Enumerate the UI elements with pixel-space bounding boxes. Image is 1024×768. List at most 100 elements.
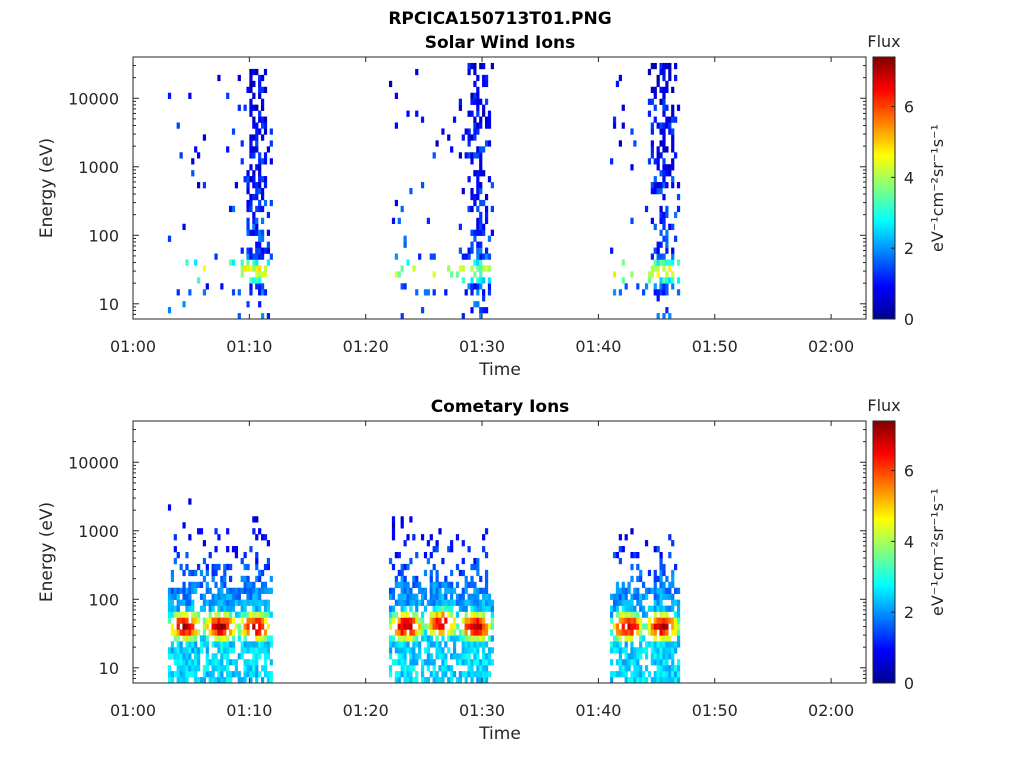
- heatmap-cell: [432, 563, 436, 571]
- heatmap-cell: [403, 611, 407, 618]
- heatmap-cell: [188, 92, 192, 99]
- heatmap-cell: [484, 205, 489, 213]
- heatmap-cell: [252, 122, 256, 129]
- heatmap-cell: [214, 641, 218, 648]
- heatmap-cell: [249, 104, 253, 111]
- heatmap-cell: [473, 116, 477, 123]
- heatmap-cell: [612, 116, 617, 123]
- heatmap-cell: [662, 563, 666, 571]
- heatmap-cell: [249, 265, 253, 272]
- heatmap-cell: [415, 677, 419, 684]
- heatmap-cell: [406, 563, 410, 571]
- heatmap-cell: [461, 653, 465, 660]
- heatmap-cell: [653, 289, 657, 296]
- heatmap-cell: [435, 587, 439, 594]
- heatmap-cell: [255, 599, 259, 606]
- heatmap-cell: [432, 605, 436, 612]
- heatmap-cell: [226, 653, 230, 660]
- heatmap-cell: [484, 593, 489, 600]
- heatmap-cell: [234, 593, 239, 600]
- heatmap-cell: [243, 641, 247, 648]
- heatmap-cell: [464, 659, 468, 666]
- heatmap-cell: [662, 665, 666, 672]
- heatmap-cell: [243, 623, 247, 630]
- heatmap-cell: [676, 659, 681, 666]
- heatmap-cell: [394, 659, 398, 666]
- heatmap-cell: [627, 677, 631, 684]
- heatmap-cell: [668, 653, 672, 660]
- heatmap-cell: [671, 593, 675, 600]
- heatmap-cell: [656, 575, 660, 583]
- heatmap-cell: [429, 534, 433, 541]
- heatmap-cell: [662, 146, 666, 153]
- heatmap-cell: [653, 617, 657, 624]
- heatmap-cell: [412, 647, 416, 654]
- heatmap-cell: [624, 647, 628, 654]
- heatmap-cell: [260, 74, 265, 82]
- heatmap-cell: [188, 659, 192, 666]
- heatmap-cell: [214, 617, 218, 624]
- heatmap-cell: [467, 205, 471, 213]
- heatmap-cell: [182, 659, 186, 666]
- heatmap-cell: [636, 283, 640, 290]
- heatmap-cell: [650, 653, 654, 660]
- heatmap-cell: [403, 587, 407, 594]
- heatmap-cell: [464, 641, 468, 648]
- heatmap-cell: [263, 199, 268, 207]
- heatmap-cell: [633, 140, 637, 147]
- heatmap-cell: [397, 659, 401, 666]
- heatmap-cell: [205, 587, 209, 594]
- heatmap-cell: [214, 528, 218, 535]
- heatmap-cell: [415, 110, 419, 117]
- colorbar-tick-label: 0: [904, 310, 914, 329]
- heatmap-cell: [659, 140, 663, 147]
- heatmap-cell: [263, 671, 268, 678]
- heatmap-cell: [671, 653, 675, 660]
- heatmap-cell: [249, 593, 253, 600]
- heatmap-cell: [452, 617, 457, 624]
- colorbar-bottom-unit: eV⁻¹cm⁻²sr⁻¹s⁻¹: [928, 488, 947, 616]
- heatmap-cell: [479, 587, 483, 594]
- heatmap-cell: [674, 611, 678, 618]
- solar-wind-heatmap: [167, 62, 681, 320]
- heatmap-cell: [249, 98, 253, 105]
- heatmap-cell: [205, 617, 209, 624]
- heatmap-cell: [255, 516, 259, 523]
- heatmap-cell: [656, 641, 660, 648]
- heatmap-cell: [394, 671, 398, 678]
- heatmap-cell: [231, 629, 236, 636]
- heatmap-cell: [627, 653, 631, 660]
- heatmap-cell: [240, 587, 244, 594]
- heatmap-cell: [659, 289, 663, 296]
- solar-wind-xlabel: Time: [478, 360, 521, 380]
- heatmap-cell: [223, 629, 227, 636]
- heatmap-cell: [223, 599, 227, 606]
- heatmap-cell: [170, 671, 175, 678]
- heatmap-cell: [258, 241, 262, 248]
- heatmap-cell: [188, 498, 192, 505]
- heatmap-cell: [470, 575, 474, 583]
- heatmap-cell: [211, 563, 215, 571]
- heatmap-cell: [461, 253, 465, 260]
- heatmap-cell: [630, 617, 634, 624]
- heatmap-cell: [612, 271, 617, 278]
- heatmap-cell: [403, 575, 407, 583]
- heatmap-cell: [479, 665, 483, 672]
- heatmap-cell: [473, 593, 477, 600]
- heatmap-cell: [217, 74, 221, 82]
- heatmap-cell: [464, 677, 468, 684]
- heatmap-cell: [400, 653, 404, 660]
- heatmap-cell: [438, 653, 442, 660]
- heatmap-cell: [467, 617, 471, 624]
- heatmap-cell: [211, 617, 215, 624]
- heatmap-cell: [220, 647, 224, 654]
- heatmap-cell: [650, 605, 654, 612]
- heatmap-cell: [240, 629, 244, 636]
- heatmap-cell: [484, 623, 489, 630]
- heatmap-cell: [482, 629, 486, 636]
- heatmap-cell: [191, 569, 195, 577]
- heatmap-cell: [633, 665, 637, 672]
- heatmap-cell: [668, 170, 672, 177]
- heatmap-cell: [260, 122, 265, 129]
